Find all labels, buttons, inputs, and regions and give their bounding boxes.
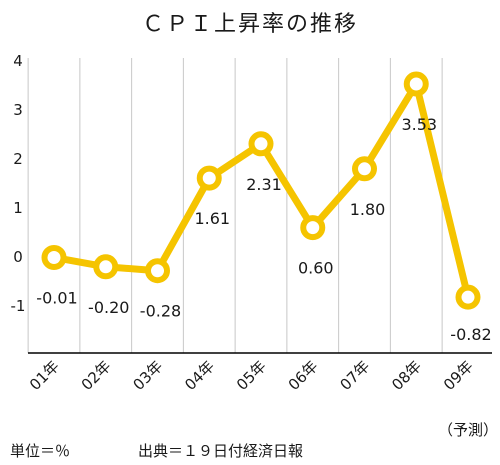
y-tick-label: 1: [13, 199, 23, 217]
data-label: -0.82: [450, 325, 491, 344]
data-point: [403, 71, 429, 97]
data-label: -0.01: [36, 288, 77, 307]
y-tick-label: 3: [13, 101, 23, 119]
data-label: 3.53: [401, 115, 437, 134]
data-point: [455, 284, 481, 310]
data-labels: -0.01 -0.20 -0.28 1.61 2.31 0.60 1.80 3.53 -0.82: [36, 115, 491, 344]
y-axis-ticks: 4 3 2 1 0 -1: [11, 52, 26, 315]
data-label: 1.80: [350, 200, 386, 219]
grid-lines: [27, 58, 443, 353]
source-note: 出典＝１９日付経済日報: [138, 442, 303, 460]
category-note: （予測）: [438, 421, 498, 439]
data-point: [196, 165, 222, 191]
y-tick-label: 0: [13, 248, 23, 266]
data-label: 1.61: [194, 209, 230, 228]
y-tick-label: 4: [13, 52, 23, 70]
data-label: 0.60: [298, 259, 334, 278]
data-point: [93, 254, 119, 280]
y-tick-label: -1: [11, 297, 26, 315]
data-point: [300, 215, 326, 241]
x-tick-label: 05年: [233, 357, 270, 394]
x-axis-ticks: 01年 02年 03年 04年 05年 06年 07年 08年 09年: [26, 357, 477, 394]
x-tick-label: 08年: [388, 357, 425, 394]
x-tick-label: 01年: [26, 357, 63, 394]
x-tick-label: 04年: [181, 357, 218, 394]
data-point: [41, 244, 67, 270]
x-tick-label: 09年: [440, 357, 477, 394]
chart-title: ＣＰＩ上昇率の推移: [142, 12, 358, 37]
data-label: -0.20: [88, 298, 129, 317]
x-tick-label: 03年: [129, 357, 166, 394]
data-point: [352, 156, 377, 182]
x-tick-label: 07年: [336, 357, 373, 394]
series-cpi: [41, 71, 481, 310]
data-label: 2.31: [246, 175, 282, 194]
x-tick-label: 06年: [285, 357, 322, 394]
y-tick-label: 2: [13, 150, 23, 168]
x-tick-label: 02年: [78, 357, 115, 394]
data-point: [248, 131, 274, 157]
unit-note: 単位＝％: [10, 442, 70, 460]
data-label: -0.28: [140, 302, 181, 321]
data-point: [145, 258, 170, 284]
